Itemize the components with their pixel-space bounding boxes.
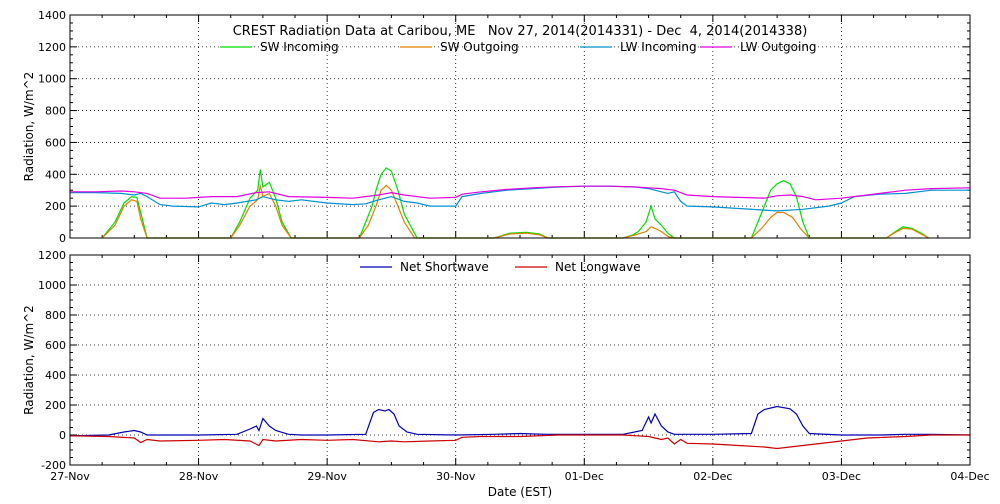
plot-frame <box>69 254 971 466</box>
y-tick-label: 0 <box>59 429 66 442</box>
y-tick-label: 600 <box>45 136 66 149</box>
x-tick-label: 01-Dec <box>565 470 604 483</box>
x-tick-label: 30-Nov <box>436 470 476 483</box>
plot-frame <box>69 14 971 239</box>
legend-label-net-longwave: Net Longwave <box>555 260 641 274</box>
y-tick-label: 1200 <box>38 41 66 54</box>
series-line-lw-outgoing <box>70 185 971 201</box>
legend-label-lw-incoming: LW Incoming <box>620 40 697 54</box>
y-tick-label: 400 <box>45 168 66 181</box>
y-tick-label: 200 <box>45 200 66 213</box>
y-tick-label: 200 <box>45 399 66 412</box>
x-tick-label: 28-Nov <box>179 470 219 483</box>
chart-title: CREST Radiation Data at Caribou, ME Nov … <box>233 24 808 39</box>
x-tick-label: 04-Dec <box>950 470 989 483</box>
legend-label-sw-incoming: SW Incoming <box>260 40 339 54</box>
series-line-net-shortwave <box>69 405 971 437</box>
series-line-net-longwave <box>69 434 970 450</box>
y-tick-label: 800 <box>45 309 66 322</box>
y-tick-label: 1400 <box>38 9 66 22</box>
panel-net-radiation: -200 0 200 400 600 800 1000 1200 Net Shortwave Ne… <box>22 249 990 499</box>
series-line-lw-incoming <box>70 185 970 212</box>
y-tick-label: 600 <box>45 339 66 352</box>
legend-label-sw-outgoing: SW Outgoing <box>440 40 519 54</box>
y-tick-label: 400 <box>45 369 66 382</box>
y-tick-label: 0 <box>59 232 66 245</box>
y-tick-label: 1200 <box>38 249 66 262</box>
x-tick-label: 27-Nov <box>50 470 90 483</box>
x-tick-label: 03-Dec <box>822 470 861 483</box>
x-axis-label: Date (EST) <box>488 485 552 499</box>
x-tick-label: 02-Dec <box>693 470 732 483</box>
y-tick-label: 800 <box>45 105 66 118</box>
series-line-sw-incoming <box>101 167 930 239</box>
y-tick-label: 1000 <box>38 279 66 292</box>
y-tick-label: 1000 <box>38 73 66 86</box>
y-axis-label: Radiation, W/m^2 <box>22 72 36 182</box>
legend-label-net-shortwave: Net Shortwave <box>400 260 489 274</box>
y-axis-label: Radiation, W/m^2 <box>22 305 36 415</box>
legend-label-lw-outgoing: LW Outgoing <box>740 40 817 54</box>
y-tick-label: -200 <box>41 459 66 472</box>
x-tick-label: 29-Nov <box>307 470 347 483</box>
series-line-sw-outgoing <box>101 184 930 239</box>
panel-radiation-components: 0 200 400 600 800 1000 1200 1400 SW Incoming SW O… <box>22 9 971 245</box>
